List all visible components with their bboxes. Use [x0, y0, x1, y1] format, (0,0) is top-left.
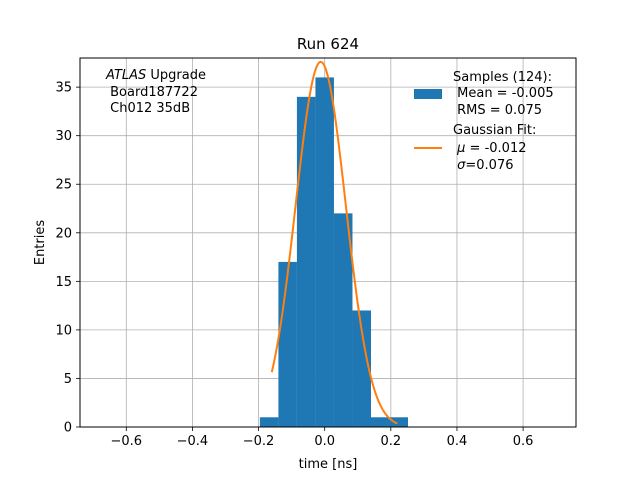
legend-histogram-line-1: Samples (124): — [453, 70, 552, 85]
legend-histogram-line-3: RMS = 0.075 — [453, 103, 542, 118]
histogram-bar — [259, 417, 279, 427]
y-tick-label: 35 — [55, 81, 72, 96]
y-tick-label: 5 — [64, 372, 72, 387]
x-tick-label: 0.0 — [314, 434, 335, 449]
histogram-bar — [352, 310, 371, 427]
legend-histogram-swatch — [414, 89, 442, 99]
chart-title: Run 624 — [297, 35, 359, 53]
histogram-bars — [259, 77, 409, 427]
legend-sigma-value: =0.076 — [465, 158, 513, 173]
histogram-bar — [370, 417, 390, 427]
y-tick-label: 25 — [55, 178, 72, 193]
y-tick-label: 20 — [55, 226, 72, 241]
y-axis-label: Entries — [33, 220, 48, 266]
legend-mu-value: = -0.012 — [465, 141, 526, 156]
y-tick-label: 30 — [55, 129, 72, 144]
legend-sigma-symbol: σ — [457, 158, 466, 173]
y-tick-label: 10 — [55, 323, 72, 338]
gaussian-fit — [270, 60, 398, 425]
annotation-line-2: Board187722 — [106, 85, 198, 100]
annotation-atlas: ATLAS — [105, 68, 146, 83]
histogram-bar — [333, 213, 353, 427]
legend-histogram-line-2: Mean = -0.005 — [453, 86, 554, 101]
x-tick-label: −0.2 — [243, 434, 275, 449]
legend-mu-symbol: μ — [456, 141, 465, 156]
legend-fit-line-1: Gaussian Fit: — [453, 123, 536, 138]
histogram-bar — [315, 77, 334, 427]
histogram-bar — [296, 96, 316, 427]
legend-fit-line-2: μ = -0.012 — [453, 141, 527, 156]
x-tick-label: −0.6 — [111, 434, 143, 449]
plot-frame — [79, 57, 577, 428]
annotation-line-3: Ch012 35dB — [106, 101, 190, 116]
x-tick-label: 0.4 — [447, 434, 468, 449]
x-tick-label: −0.4 — [177, 434, 209, 449]
x-tick-label: 0.6 — [513, 434, 534, 449]
axis-ticks: −0.6 −0.4 −0.2 0.0 0.2 0.4 0.6 0 5 10 15 20 25 30 35 — [55, 81, 533, 449]
y-tick-label: 0 — [64, 421, 72, 436]
annotation-upgrade: Upgrade — [146, 68, 206, 83]
legend: Samples (124): Mean = -0.005 RMS = 0.075… — [414, 70, 554, 173]
y-tick-label: 15 — [55, 275, 72, 290]
annotation-line-1: ATLAS Upgrade — [105, 68, 206, 83]
legend-fit-line-3: σ=0.076 — [453, 158, 514, 173]
histogram-bar — [389, 417, 409, 427]
atlas-annotation: ATLAS Upgrade Board187722 Ch012 35dB — [105, 68, 206, 116]
x-tick-label: 0.2 — [380, 434, 401, 449]
x-axis-label: time [ns] — [299, 457, 358, 472]
histogram-bar — [278, 261, 297, 427]
gaussian-fit-curve — [270, 60, 398, 425]
